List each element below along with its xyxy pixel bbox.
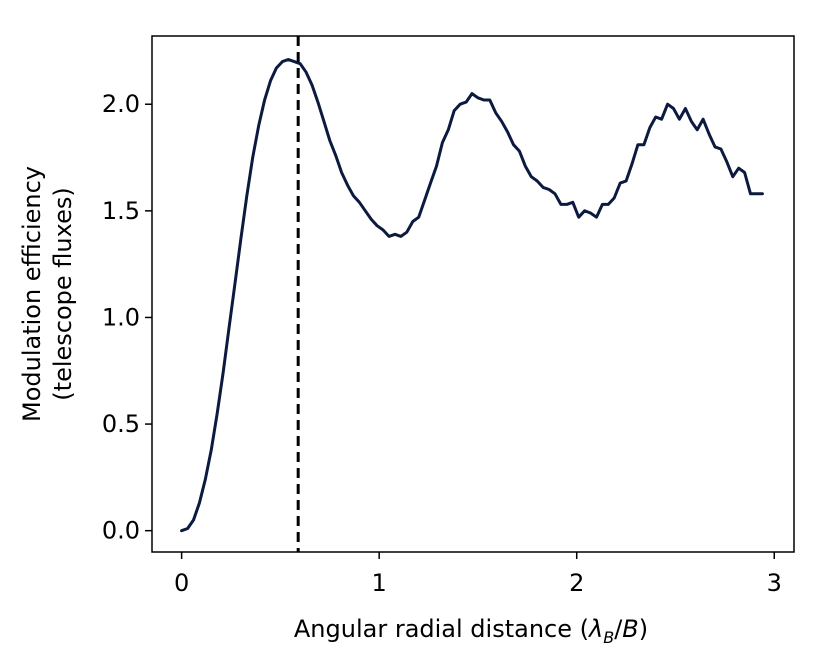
x-axis-unit-denominator: B: [622, 615, 638, 643]
axes-frame: [151, 35, 795, 553]
y-tick-label: 0.5: [102, 410, 140, 438]
x-axis-unit-subscript: B: [603, 628, 614, 647]
x-tick-label: 2: [569, 569, 584, 597]
y-axis: 0.0 0.5 1.0 1.5 2.0: [102, 90, 152, 545]
x-axis-unit-slash: /: [614, 615, 623, 643]
y-tick-label: 2.0: [102, 90, 140, 118]
x-axis-unit-symbol: λ: [587, 615, 603, 643]
x-axis-unit-close: ): [639, 615, 648, 643]
y-axis-label-line-2: (telescope fluxes): [49, 187, 77, 400]
y-tick-label: 1.5: [102, 197, 140, 225]
y-tick-label: 0.0: [102, 517, 140, 545]
plot-area: [180, 36, 764, 552]
x-tick-label: 3: [767, 569, 782, 597]
y-tick-label: 1.0: [102, 303, 140, 331]
x-tick-label: 0: [174, 569, 189, 597]
x-axis-unit-open: (: [572, 615, 589, 643]
x-axis-label: Angular radial distance (λB/B): [294, 615, 648, 647]
y-axis-label: Modulation efficiency (telescope fluxes): [18, 166, 77, 422]
y-axis-label-line-1: Modulation efficiency: [18, 166, 46, 422]
x-axis: 0 1 2 3: [174, 552, 782, 597]
x-axis-label-text: Angular radial distance: [294, 615, 572, 643]
x-tick-label: 1: [372, 569, 387, 597]
series-line-0: [180, 58, 764, 533]
